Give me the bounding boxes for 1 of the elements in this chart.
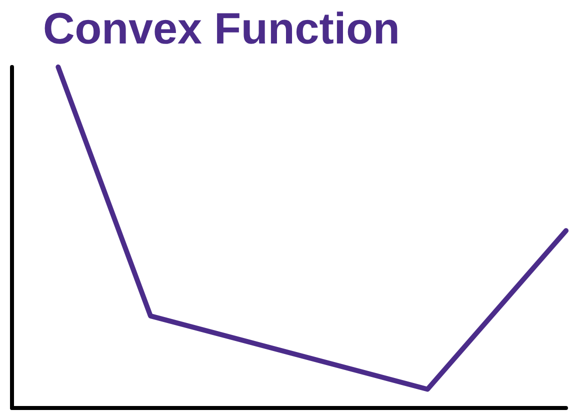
chart-title: Convex Function [43,4,400,54]
